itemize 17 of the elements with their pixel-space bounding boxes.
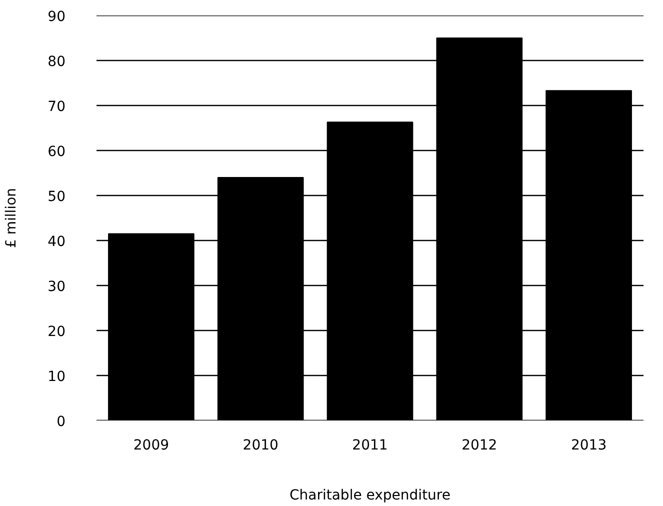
y-tick-label: 90 (48, 9, 66, 25)
y-tick-label: 10 (48, 369, 66, 385)
y-axis-title: £ million (4, 188, 20, 248)
y-tick-label: 50 (48, 189, 66, 205)
x-tick-label: 2009 (133, 438, 170, 454)
x-axis-title: Charitable expenditure (289, 488, 451, 504)
x-tick-label: 2012 (462, 438, 498, 454)
x-tick-label: 2013 (570, 438, 607, 454)
y-tick-label: 60 (48, 144, 66, 160)
y-tick-label: 30 (48, 279, 66, 295)
y-tick-label: 40 (48, 234, 66, 250)
y-tick-label: 0 (56, 414, 66, 430)
y-tick-label: 70 (48, 99, 66, 115)
x-tick-label: 2011 (352, 438, 388, 454)
x-tick-label: 2010 (242, 438, 278, 454)
y-tick-label: 80 (48, 54, 66, 70)
y-tick-label: 20 (48, 324, 66, 340)
